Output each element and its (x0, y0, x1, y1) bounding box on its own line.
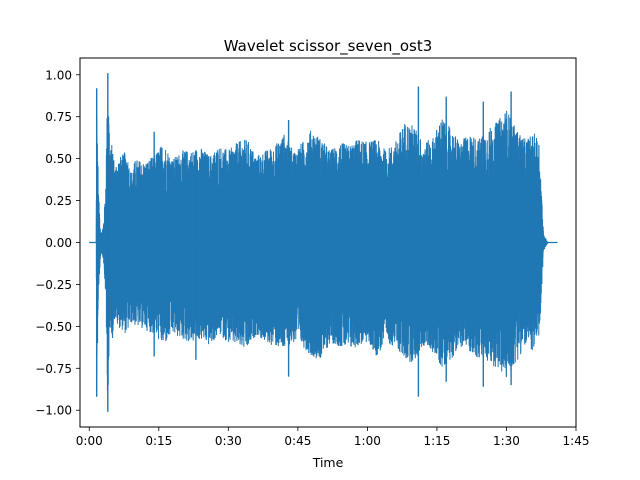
x-axis-label: Time (312, 455, 344, 470)
plot-area (79, 57, 577, 428)
x-tick-label: 1:15 (423, 434, 450, 448)
y-tick-label: −0.25 (35, 278, 72, 292)
x-tick-label: 0:15 (145, 434, 172, 448)
x-tick-label: 1:30 (493, 434, 520, 448)
x-tick-label: 0:00 (76, 434, 103, 448)
x-tick-label: 0:30 (215, 434, 242, 448)
chart-title: Wavelet scissor_seven_ost3 (224, 37, 433, 56)
y-tick-label: −0.75 (35, 362, 72, 376)
y-tick-label: 0.00 (45, 236, 72, 250)
y-tick-label: −0.50 (35, 320, 72, 334)
y-tick-label: 0.75 (45, 110, 72, 124)
series-layer (89, 73, 558, 412)
y-tick-label: 0.50 (45, 152, 72, 166)
y-tick-label: 0.25 (45, 194, 72, 208)
x-tick-label: 0:45 (284, 434, 311, 448)
y-tick-label: −1.00 (35, 404, 72, 418)
waveform-series-line (89, 102, 558, 410)
x-tick-label: 1:00 (354, 434, 381, 448)
y-axis-ticks: 1.00 0.75 0.50 0.25 0.00 −0.25 −0.50 −0.75 −1.00 (35, 68, 80, 418)
x-tick-label: 1:45 (563, 434, 590, 448)
y-tick-label: 1.00 (45, 68, 72, 82)
x-axis-ticks: 0:00 0:15 0:30 0:45 1:00 1:15 1:30 1:45 (76, 427, 590, 448)
